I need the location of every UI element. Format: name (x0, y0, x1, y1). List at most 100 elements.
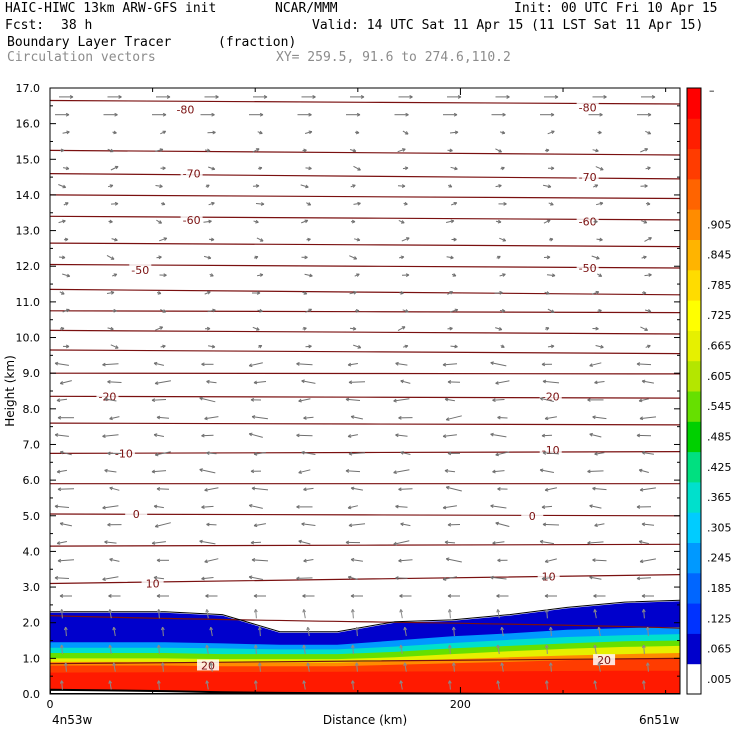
vector-arrow-head (599, 237, 603, 242)
vector-arrow (395, 577, 408, 579)
vector-arrow (255, 644, 257, 654)
vector-arrow-head (495, 452, 499, 457)
y-tick-label: 13.0 (16, 225, 41, 238)
vector-arrow (591, 255, 600, 260)
colorbar-frame (686, 87, 702, 695)
vector-arrow-head (353, 290, 357, 295)
vector-arrow-head (495, 381, 499, 385)
vector-arrow (393, 398, 410, 402)
vector-arrow-head (162, 166, 166, 171)
vector-arrow-head (102, 577, 106, 581)
vector-arrow-head (643, 255, 647, 260)
vector-arrow-head (402, 148, 406, 152)
vector-arrow (58, 220, 66, 224)
vector-arrow (199, 540, 216, 545)
vector-arrow-head (151, 541, 156, 545)
vector-arrow (400, 451, 411, 455)
vector-arrow-head (258, 345, 263, 349)
vector-arrow-head (453, 112, 458, 117)
vector-arrow-head (496, 609, 500, 613)
vector-arrow-head (57, 487, 62, 492)
vector-arrow-head (447, 451, 452, 456)
vector-arrow (587, 470, 604, 472)
vector-arrow-head (550, 166, 555, 171)
vector-arrow (449, 644, 451, 654)
vector-arrow-head (648, 273, 652, 277)
vector-arrow (251, 487, 269, 491)
vector-arrow-head (492, 469, 496, 474)
vector-arrow-head (641, 609, 646, 613)
vector-arrow-head (492, 541, 496, 545)
vector-arrow-head (208, 219, 212, 224)
vector-arrow (113, 662, 116, 672)
vector-arrow-head (395, 433, 399, 438)
vector-arrow (107, 381, 122, 383)
colorbar-label: .545 (707, 400, 732, 413)
vector-arrow-head (353, 256, 358, 260)
vector-arrow-head (56, 469, 61, 474)
vector-arrow-head (639, 559, 644, 564)
vector-arrow (497, 609, 500, 619)
vector-arrow (199, 397, 216, 403)
colorbar: .005 .065 .125 .185 .245 .305 .365 .425 .485 .545… (686, 84, 732, 695)
vector-arrow-head (255, 148, 260, 152)
vector-arrow-head (199, 396, 204, 401)
vector-arrow (345, 470, 361, 473)
vector-arrow-head (589, 504, 593, 508)
vector-arrow-head (66, 273, 71, 278)
colorbar-swatch (687, 572, 701, 604)
vector-arrow (492, 541, 505, 544)
vector-arrow (350, 416, 364, 420)
vector-arrow (353, 165, 361, 171)
vector-arrow-head (497, 415, 501, 420)
vector-arrow-head (449, 291, 454, 295)
vector-arrow (594, 644, 597, 654)
vector-arrow (254, 523, 266, 527)
vector-arrow-head (645, 626, 650, 631)
vector-arrow-head (447, 522, 452, 527)
vector-arrow-head (639, 416, 644, 421)
vector-arrow-head (259, 273, 264, 277)
vector-arrow-head (250, 469, 255, 474)
vector-arrow (446, 256, 454, 259)
vector-arrow (453, 627, 455, 637)
vector-arrow-head (345, 540, 350, 545)
vector-arrow-head (251, 415, 256, 419)
vector-arrow (206, 452, 217, 455)
vector-arrow-head (400, 379, 404, 384)
vector-arrow-head (350, 557, 355, 562)
vector-arrow (153, 577, 165, 580)
vector-arrow-head (301, 450, 305, 455)
vector-arrow-head (646, 201, 651, 206)
vector-arrow-head (447, 609, 452, 613)
vector-arrow-head (296, 504, 300, 509)
vector-arrow (594, 523, 605, 527)
vector-arrow-head (206, 326, 211, 331)
vector-arrow (152, 541, 166, 544)
vector-arrow-head (399, 594, 403, 598)
vector-arrow (62, 273, 70, 277)
isotherm-line (50, 372, 680, 375)
vector-arrow-head (500, 662, 505, 667)
vector-arrow (639, 469, 649, 473)
vector-arrow (642, 452, 654, 455)
vector-arrow-head (544, 644, 549, 649)
vector-arrow (305, 308, 312, 313)
vector-arrow (348, 434, 358, 437)
vector-arrow-head (451, 626, 456, 631)
vector-arrow-head (57, 415, 62, 420)
contour-label-bg (180, 213, 203, 225)
vector-arrow-head (114, 201, 119, 206)
vector-arrow (102, 505, 119, 509)
vector-arrow-head (639, 487, 644, 492)
vector-arrow-head (303, 416, 307, 420)
vector-arrow-head (56, 541, 61, 545)
vector-arrow (55, 362, 69, 366)
vector-arrow-head (503, 201, 507, 206)
vector-arrow-head (502, 273, 506, 277)
vector-arrow-head (550, 344, 555, 349)
colorbar-swatch (687, 542, 701, 574)
contour-label-bg (537, 570, 560, 582)
vector-arrow-head (442, 505, 447, 510)
vector-arrow (301, 451, 316, 455)
